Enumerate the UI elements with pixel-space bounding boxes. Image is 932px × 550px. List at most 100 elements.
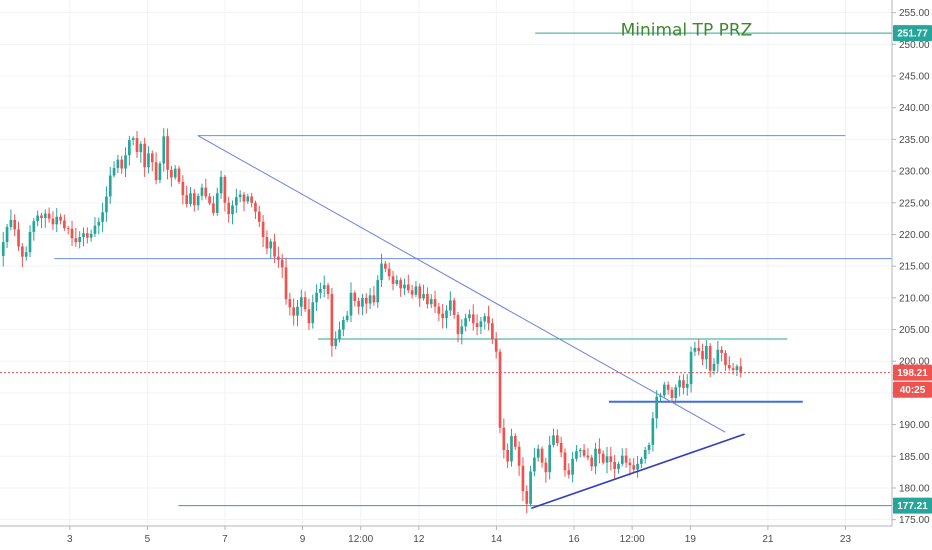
y-tick-label-3: 190.00 — [899, 420, 930, 431]
candle-body-165 — [590, 457, 594, 467]
candle-body-78 — [257, 211, 261, 222]
candle-body-91 — [307, 309, 311, 324]
y-tick-label-5: 200.00 — [899, 357, 930, 368]
candle-body-118 — [410, 290, 414, 295]
y-tick-label-10: 225.00 — [899, 198, 930, 209]
candle-body-56 — [173, 168, 177, 178]
candle-body-81 — [269, 241, 273, 249]
annotation-label-0[interactable]: Minimal TP PRZ — [621, 20, 753, 40]
candle-body-189 — [682, 380, 685, 388]
candle-body-164 — [586, 455, 590, 458]
y-tick-label-7: 210.00 — [899, 293, 930, 304]
candle-body-43 — [124, 155, 127, 169]
trend-line-0[interactable] — [197, 135, 726, 433]
candle-body-168 — [601, 453, 605, 463]
price-badges: 251.77 198.21 40:25 177.21 — [893, 25, 932, 514]
candle-body-101 — [345, 315, 349, 321]
candle-body-107 — [368, 295, 372, 304]
candle-body-76 — [250, 196, 253, 203]
candle-body-74 — [242, 194, 246, 202]
price-badge-label-0: 251.77 — [897, 29, 928, 40]
candle-body-41 — [116, 159, 120, 168]
candle-body-25 — [55, 216, 59, 225]
candle-body-190 — [685, 384, 689, 388]
x-tick-label-4: 12:00 — [348, 534, 373, 545]
candle-body-193 — [697, 347, 701, 352]
candle-body-62 — [196, 195, 200, 206]
candle-body-196 — [708, 346, 712, 371]
y-tick-label-8: 215.00 — [899, 262, 930, 273]
candle-body-99 — [338, 329, 341, 340]
candle-body-50 — [150, 153, 154, 163]
candle-body-47 — [139, 143, 143, 153]
candle-body-83 — [277, 256, 280, 260]
candle-body-87 — [292, 307, 296, 316]
candle-body-200 — [724, 352, 727, 366]
candle-body-103 — [353, 292, 357, 302]
candle-body-110 — [380, 263, 383, 281]
candle-body-59 — [185, 195, 189, 205]
candle-body-46 — [135, 138, 139, 153]
candle-body-167 — [598, 448, 601, 454]
candle-body-26 — [59, 216, 62, 221]
candle-body-84 — [280, 259, 284, 268]
x-tick-label-3: 9 — [300, 534, 306, 545]
candle-body-140 — [494, 339, 498, 352]
candle-body-63 — [200, 187, 204, 196]
candle-body-72 — [235, 197, 238, 206]
candle-body-21 — [40, 215, 43, 219]
candle-body-121 — [422, 294, 425, 299]
trend-lines — [197, 135, 745, 510]
candle-body-71 — [231, 205, 234, 215]
candle-body-124 — [433, 299, 437, 307]
candle-body-33 — [85, 233, 89, 238]
y-tick-label-2: 185.00 — [899, 452, 930, 463]
candle-body-197 — [712, 363, 716, 371]
candle-body-51 — [154, 162, 158, 180]
candle-body-70 — [227, 202, 231, 215]
candle-body-117 — [406, 284, 410, 291]
candle-body-49 — [147, 153, 150, 168]
candle-body-89 — [299, 297, 303, 307]
price-badge-3 — [893, 497, 932, 514]
candle-body-141 — [498, 351, 502, 428]
trend-line-1[interactable] — [531, 433, 745, 510]
grid — [0, 0, 892, 526]
x-axis-panel[interactable] — [0, 526, 932, 550]
y-tick-label-13: 240.00 — [899, 103, 930, 114]
candle-body-55 — [170, 169, 173, 178]
candle-body-184 — [662, 384, 666, 396]
candle-body-24 — [51, 218, 55, 225]
candle-body-158 — [563, 452, 567, 471]
candle-body-176 — [632, 465, 636, 470]
candle-body-191 — [689, 351, 693, 385]
y-tick-label-14: 245.00 — [899, 72, 930, 83]
candle-body-112 — [387, 268, 391, 277]
candle-body-171 — [613, 461, 616, 469]
candle-body-100 — [342, 320, 345, 330]
candle-body-120 — [418, 286, 422, 299]
candle-body-153 — [544, 462, 548, 473]
x-tick-label-9: 19 — [685, 534, 697, 545]
candle-body-156 — [555, 435, 559, 443]
candle-body-203 — [735, 366, 739, 371]
candle-body-149 — [529, 471, 532, 504]
candle-body-15 — [17, 229, 20, 247]
candle-body-123 — [429, 299, 433, 305]
candle-body-127 — [445, 310, 448, 319]
candle-body-148 — [525, 491, 529, 504]
candle-body-66 — [212, 203, 215, 213]
candle-body-130 — [456, 314, 460, 334]
candle-body-92 — [311, 302, 315, 324]
candle-body-155 — [552, 435, 555, 445]
candle-body-172 — [617, 463, 620, 469]
candle-body-11 — [1, 242, 5, 257]
candle-body-163 — [582, 449, 586, 456]
candle-body-48 — [143, 143, 146, 168]
candle-body-86 — [288, 299, 292, 308]
y-axis-panel[interactable] — [892, 0, 932, 526]
candle-body-14 — [13, 219, 17, 230]
candle-body-198 — [716, 349, 720, 364]
candle-body-131 — [460, 326, 464, 334]
